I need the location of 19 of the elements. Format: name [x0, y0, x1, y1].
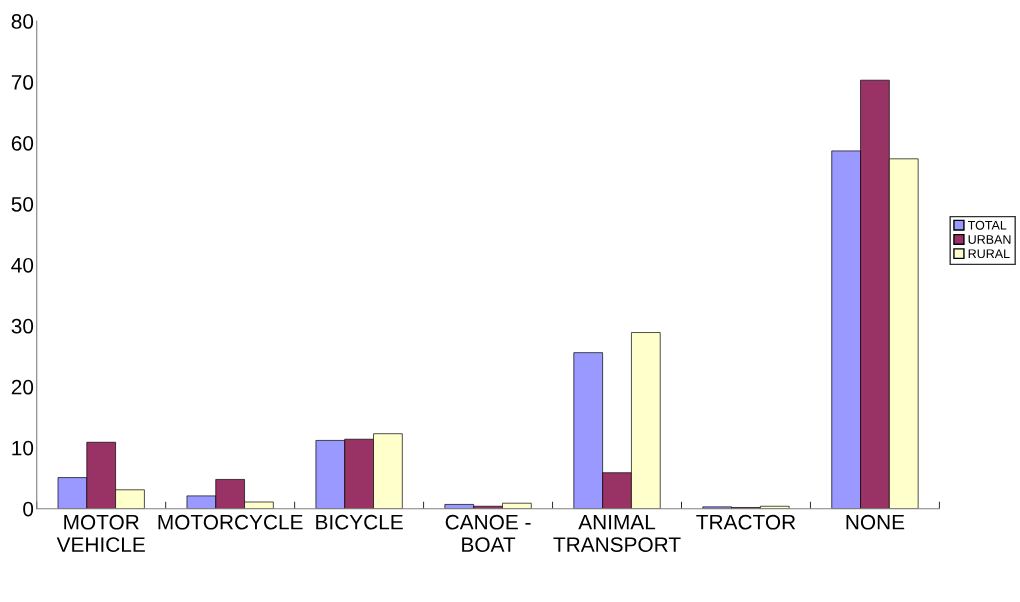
y-tick-label: 10 — [12, 440, 34, 456]
y-tick-label: 30 — [11, 318, 34, 334]
legend-label: RURAL — [968, 249, 1010, 259]
x-tick-label: CANOE - BOAT — [445, 514, 531, 552]
x-tick-label: ANIMAL TRANSPORT — [553, 515, 681, 552]
legend-label: URBAN — [968, 235, 1011, 244]
x-tick-label: MOTORCYCLE — [158, 514, 303, 530]
y-tick-label: 60 — [11, 135, 34, 151]
y-tick-label: 40 — [11, 257, 34, 273]
y-tick-label: 50 — [11, 196, 34, 212]
y-tick-label: 0 — [23, 501, 34, 517]
x-tick-label: TRACTOR — [696, 514, 796, 530]
y-tick-label: 20 — [11, 379, 34, 395]
x-tick-label: MOTOR VEHICLE — [56, 514, 145, 552]
x-tick-label: BICYCLE — [316, 514, 403, 530]
legend-label: TOTAL — [967, 220, 1007, 230]
y-tick-label: 80 — [11, 14, 34, 29]
x-tick-label: NONE — [846, 514, 905, 530]
y-tick-label: 70 — [11, 75, 34, 90]
